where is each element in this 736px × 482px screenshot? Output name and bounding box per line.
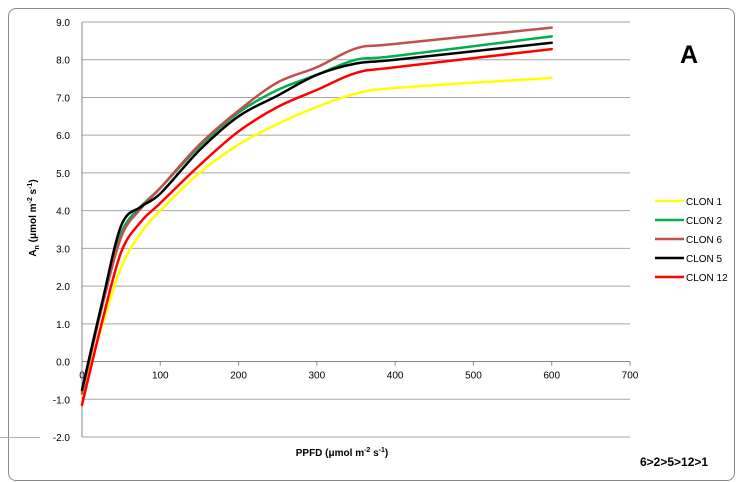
- x-tick-label: 0: [79, 371, 85, 382]
- x-tick-label: 400: [387, 371, 404, 382]
- x-tick-label: 700: [622, 371, 639, 382]
- x-axis-title: PPFD (μmol m-2 s-1): [296, 447, 389, 459]
- series-line-clon-1: [80, 76, 553, 397]
- series-lines: [80, 26, 553, 407]
- y-tick-labels: -2.0 -1.0 0.0 1.0 2.0 3.0 4.0 5.0 6.0 7.0 8.0 9.0: [53, 18, 71, 444]
- y-tick-label: 8.0: [56, 56, 70, 67]
- legend-label: CLON 6: [686, 235, 723, 246]
- axes: [81, 22, 631, 437]
- chart-frame: [8, 8, 735, 481]
- stray-divider-line: [0, 437, 40, 438]
- series-line-clon-6: [80, 26, 553, 395]
- y-tick-label: 1.0: [56, 320, 70, 331]
- x-tick-label: 500: [465, 371, 482, 382]
- y-tick-label: -2.0: [53, 433, 71, 444]
- gridlines: [82, 21, 630, 438]
- y-axis-title: An (μmol m-2 s-1): [27, 179, 41, 256]
- y-tick-label: 4.0: [56, 207, 70, 218]
- y-tick-label: 7.0: [56, 93, 70, 104]
- x-tick-label: 200: [230, 371, 247, 382]
- y-tick-label: 3.0: [56, 244, 70, 255]
- series-line-clon-12: [80, 47, 553, 407]
- panel-letter: A: [680, 41, 698, 69]
- x-tick-label: 100: [152, 371, 169, 382]
- legend-label: CLON 12: [686, 273, 728, 284]
- legend-label: CLON 2: [686, 216, 723, 227]
- y-tick-label: 9.0: [56, 18, 70, 29]
- series-line-clon-5: [80, 41, 553, 392]
- y-tick-label: 5.0: [56, 169, 70, 180]
- x-tick-label: 600: [543, 371, 560, 382]
- x-tick-labels: 0 100 200 300 400 500 600 700: [79, 371, 639, 382]
- y-tick-label: 6.0: [56, 131, 70, 142]
- legend-label: CLON 5: [686, 254, 723, 265]
- y-tick-label: 0.0: [56, 358, 70, 369]
- y-tick-label: 2.0: [56, 282, 70, 293]
- y-tick-label: -1.0: [53, 395, 71, 406]
- x-tick-label: 300: [309, 371, 326, 382]
- ranking-annotation: 6>2>5>12>1: [640, 455, 708, 469]
- legend: CLON 1 CLON 2 CLON 6 CLON 5 CLON 12: [655, 197, 728, 284]
- legend-label: CLON 1: [686, 197, 723, 208]
